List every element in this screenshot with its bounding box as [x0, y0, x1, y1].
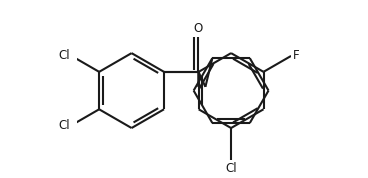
Text: Cl: Cl [225, 162, 237, 175]
Text: F: F [293, 49, 300, 62]
Text: O: O [194, 22, 203, 35]
Text: Cl: Cl [58, 49, 70, 62]
Text: Cl: Cl [58, 119, 70, 132]
